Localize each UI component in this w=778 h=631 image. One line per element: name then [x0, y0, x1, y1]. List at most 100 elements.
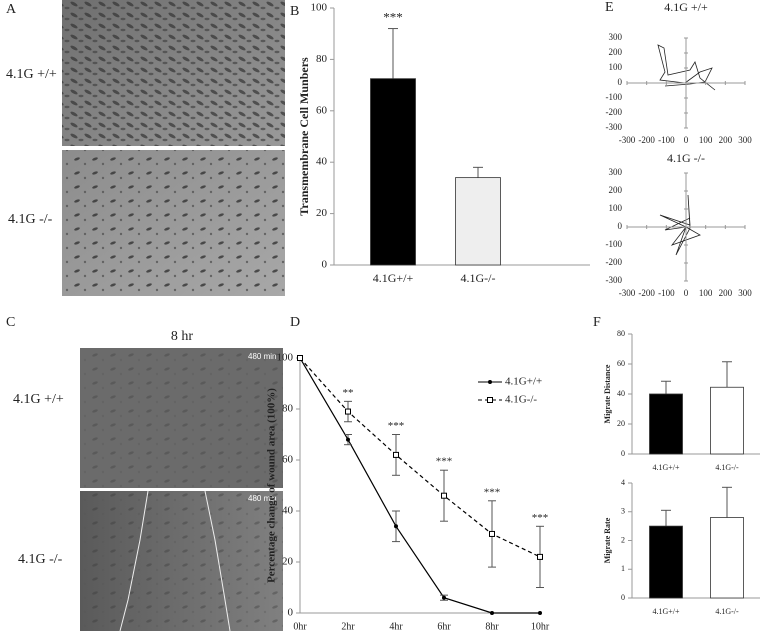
y-tick-label: 0 [621, 593, 625, 602]
x-tick-label: -300 [619, 135, 636, 145]
cell-texture [62, 150, 285, 296]
y-tick-label: -100 [606, 239, 623, 249]
bar [455, 177, 501, 266]
x-tick-label: 4hr [389, 621, 403, 631]
x-tick-label: 4.1G-/- [715, 463, 739, 472]
bar [710, 386, 744, 455]
x-tick-label: 200 [719, 288, 733, 298]
y-tick-label: 80 [316, 53, 328, 65]
marker [490, 611, 494, 615]
x-tick-label: 2hr [341, 621, 355, 631]
y-tick-label: 0 [288, 607, 294, 619]
y-tick-label: 60 [617, 359, 625, 368]
x-tick-label: -200 [638, 288, 655, 298]
legend-marker [487, 397, 493, 403]
x-tick-label: 0 [684, 135, 689, 145]
marker [489, 530, 495, 537]
x-tick-label: 0 [684, 288, 689, 298]
marker [441, 492, 447, 499]
marker [345, 408, 351, 415]
cell-texture [62, 0, 285, 146]
bar [649, 393, 683, 455]
bar [649, 525, 683, 599]
marker [538, 611, 542, 615]
significance: *** [484, 486, 501, 498]
x-tick-label: 300 [738, 135, 752, 145]
chart-title: 4.1G -/- [667, 151, 705, 165]
x-tick-label: 4.1G+/+ [652, 607, 680, 616]
cell-texture [80, 348, 283, 488]
significance: *** [383, 10, 403, 25]
x-tick-label: 200 [719, 135, 733, 145]
y-tick-label: 20 [316, 207, 328, 219]
x-tick-label: -300 [619, 288, 636, 298]
marker [537, 553, 543, 560]
y-tick-label: 40 [282, 505, 294, 517]
y-tick-label: -300 [606, 275, 623, 285]
y-tick-label: 100 [277, 352, 294, 364]
chart-title: 4.1G +/+ [664, 0, 708, 14]
y-tick-label: 0 [618, 77, 623, 87]
x-tick-label: 0hr [293, 621, 307, 631]
x-tick-label: 8hr [485, 621, 499, 631]
wound-edge [119, 490, 231, 631]
y-tick-label: 3 [621, 507, 625, 516]
y-tick-label: 80 [617, 329, 625, 338]
y-tick-label: 40 [617, 389, 625, 398]
y-tick-label: 0 [322, 259, 328, 271]
y-tick-label: 100 [311, 2, 328, 14]
series-line [299, 357, 541, 558]
y-tick-label: 60 [282, 454, 294, 466]
y-axis-label: Migrate Rate [603, 517, 612, 563]
row-label: 4.1G -/- [18, 552, 63, 567]
x-tick-label: 100 [699, 135, 713, 145]
y-tick-label: 300 [609, 32, 623, 42]
y-tick-label: 80 [282, 403, 294, 415]
y-tick-label: -200 [606, 107, 623, 117]
bar [710, 517, 744, 599]
panel-label: F [593, 315, 601, 330]
time-stamp: 480 min [248, 494, 276, 503]
x-tick-label: -200 [638, 135, 655, 145]
y-tick-label: -100 [606, 92, 623, 102]
bar [370, 78, 416, 266]
y-tick-label: 2 [621, 535, 625, 544]
marker [297, 355, 303, 361]
marker [346, 437, 350, 442]
x-tick-label: 6hr [437, 621, 451, 631]
legend-label: 4.1G-/- [505, 394, 537, 406]
row-label: 4.1G +/+ [13, 392, 64, 407]
legend-marker [488, 380, 492, 384]
y-tick-label: 20 [282, 556, 294, 568]
series-line [299, 357, 540, 614]
y-tick-label: -300 [606, 122, 623, 132]
y-axis-label: Percentage change of wound area (100%) [266, 388, 278, 583]
panel-label: D [290, 315, 300, 330]
y-tick-label: 0 [618, 221, 623, 231]
panel-label: E [605, 0, 614, 15]
y-tick-label: 100 [609, 203, 623, 213]
y-tick-label: -200 [606, 257, 623, 267]
panel-label: B [290, 4, 299, 19]
significance: *** [436, 456, 453, 468]
panel-label: C [6, 315, 15, 330]
y-axis-label: Migrate Distance [603, 364, 612, 423]
y-tick-label: 300 [609, 167, 623, 177]
y-tick-label: 200 [609, 47, 623, 57]
significance: ** [343, 387, 354, 399]
x-tick-label: 4.1G-/- [461, 271, 496, 285]
cell-texture [80, 491, 283, 631]
marker [394, 524, 398, 529]
marker [393, 451, 399, 458]
x-tick-label: 4.1G-/- [715, 607, 739, 616]
y-tick-label: 0 [621, 449, 625, 458]
significance: *** [532, 512, 549, 524]
y-tick-label: 20 [617, 419, 625, 428]
panel-label: A [6, 2, 17, 17]
time-stamp: 480 min [248, 352, 276, 361]
image-title: 8 hr [171, 329, 194, 344]
y-tick-label: 200 [609, 185, 623, 195]
x-tick-label: -100 [658, 135, 675, 145]
x-tick-label: 300 [738, 288, 752, 298]
